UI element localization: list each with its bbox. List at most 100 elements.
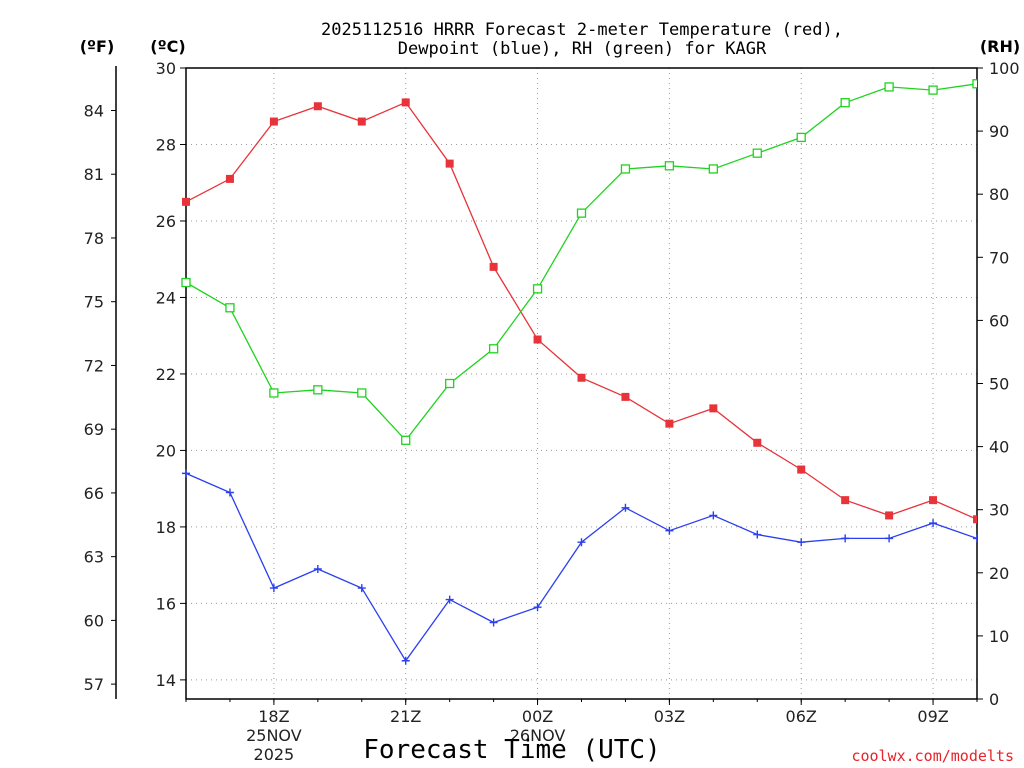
fahrenheit-tick-label: 63 (84, 548, 104, 567)
fahrenheit-tick-label: 66 (84, 484, 104, 503)
dewpoint-point (973, 534, 977, 543)
celsius-tick-label: 30 (156, 59, 176, 78)
rh-point (445, 378, 455, 389)
dewpoint-point (885, 534, 894, 543)
rh-point (928, 85, 938, 95)
chart-title-line1: 2025112516 HRRR Forecast 2-meter Tempera… (321, 20, 843, 40)
x-tick-label: 00Z (522, 707, 553, 726)
dewpoint-point (753, 530, 762, 539)
plot-frame (185, 67, 978, 700)
rh-point (532, 284, 543, 294)
temperature-point (621, 392, 630, 401)
rh-point (269, 388, 279, 398)
temperature-point (489, 262, 498, 271)
rh-tick-label: 0 (989, 690, 999, 709)
temperature-point (269, 117, 278, 126)
dewpoint-point (225, 488, 234, 497)
fahrenheit-tick-label: 75 (84, 293, 104, 312)
x-tick-label: 03Z (654, 707, 685, 726)
fahrenheit-tick-label: 81 (84, 165, 104, 184)
celsius-tick-label: 22 (156, 365, 176, 384)
x-tick-date-label: 26NOV (510, 726, 566, 745)
rh-tick-label: 40 (989, 438, 1009, 457)
rh-series-line (185, 83, 977, 442)
dewpoint-point (313, 564, 322, 573)
rh-point (796, 132, 806, 143)
series-layer (181, 79, 977, 665)
temperature-point (665, 419, 674, 428)
temperature-point (182, 197, 190, 206)
temperature-point (401, 98, 410, 107)
celsius-tick-label: 28 (156, 135, 176, 154)
temperature-point (357, 117, 366, 126)
temperature-series-line (185, 101, 977, 520)
rh-point (972, 79, 977, 89)
rh-point (708, 164, 718, 174)
rh-unit-label: (RH) (980, 37, 1020, 56)
celsius-tick-label: 24 (156, 288, 176, 307)
dewpoint-point (182, 469, 190, 478)
temperature-point (973, 515, 977, 524)
rh-tick-label: 10 (989, 627, 1009, 646)
dewpoint-point (357, 584, 366, 593)
x-tick-label: 18Z (258, 707, 289, 726)
temperature-point (797, 465, 806, 474)
x-tick-label: 06Z (786, 707, 817, 726)
dewpoint-point (489, 618, 498, 627)
rh-point (313, 385, 323, 395)
dewpoint-point (577, 538, 586, 547)
rh-point (357, 388, 367, 398)
x-tick-year-label: 2025 (254, 745, 295, 764)
grid-layer (186, 68, 977, 699)
rh-tick-label: 50 (989, 375, 1009, 394)
x-tick-label: 21Z (390, 707, 421, 726)
rh-point (401, 435, 411, 445)
temperature-point (709, 404, 718, 413)
fahrenheit-tick-label: 78 (84, 229, 104, 248)
rh-point (752, 148, 762, 158)
rh-point (884, 82, 894, 92)
dewpoint-point (269, 584, 278, 593)
dewpoint-point (621, 503, 630, 512)
rh-tick-label: 30 (989, 501, 1009, 520)
rh-tick-label: 90 (989, 122, 1009, 141)
dewpoint-point (445, 595, 454, 604)
rh-point (576, 208, 587, 218)
fahrenheit-tick-label: 84 (84, 101, 104, 120)
rh-point (225, 303, 235, 313)
rh-point (840, 98, 850, 108)
x-axis-title: Forecast Time (UTC) (363, 735, 660, 765)
rh-tick-label: 100 (989, 59, 1020, 78)
temperature-point (885, 511, 894, 520)
celsius-tick-label: 20 (156, 441, 176, 460)
celsius-unit-label: (ºC) (150, 37, 185, 56)
dewpoint-point (929, 519, 938, 528)
dewpoint-point (841, 534, 850, 543)
dewpoint-point (797, 538, 806, 547)
temperature-point (313, 102, 322, 111)
fahrenheit-tick-label: 69 (84, 420, 104, 439)
fahrenheit-tick-label: 60 (84, 611, 104, 630)
temperature-point (225, 174, 234, 183)
dewpoint-point (665, 526, 674, 535)
site-credit: coolwx.com/modelts (851, 747, 1014, 765)
temperature-point (929, 496, 938, 505)
rh-point (620, 164, 631, 174)
fahrenheit-unit-label: (ºF) (80, 37, 115, 56)
chart-title-line2: Dewpoint (blue), RH (green) for KAGR (398, 39, 767, 59)
rh-point (488, 344, 499, 354)
temperature-point (841, 496, 850, 505)
x-tick-date-label: 25NOV (246, 726, 302, 745)
dewpoint-point (533, 603, 542, 612)
dewpoint-series-line (185, 472, 977, 662)
rh-tick-label: 70 (989, 248, 1009, 267)
celsius-tick-label: 18 (156, 518, 176, 537)
dewpoint-point (709, 511, 718, 520)
rh-tick-label: 80 (989, 185, 1009, 204)
celsius-tick-label: 26 (156, 212, 176, 231)
temperature-point (753, 438, 762, 447)
rh-tick-label: 60 (989, 311, 1009, 330)
fahrenheit-tick-label: 57 (84, 675, 104, 694)
